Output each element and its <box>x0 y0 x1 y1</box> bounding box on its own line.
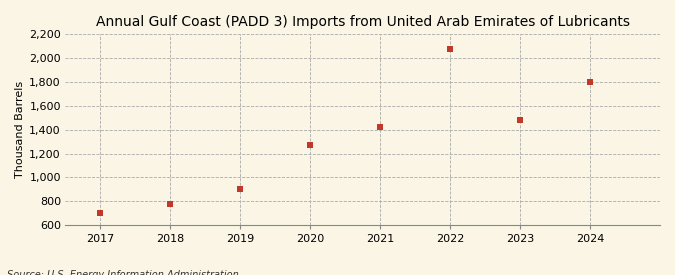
Point <box>165 202 176 206</box>
Point <box>304 143 315 147</box>
Point <box>585 80 595 84</box>
Y-axis label: Thousand Barrels: Thousand Barrels <box>15 81 25 178</box>
Point <box>445 46 456 51</box>
Point <box>375 125 385 130</box>
Point <box>514 118 525 122</box>
Point <box>235 187 246 192</box>
Title: Annual Gulf Coast (PADD 3) Imports from United Arab Emirates of Lubricants: Annual Gulf Coast (PADD 3) Imports from … <box>96 15 630 29</box>
Text: Source: U.S. Energy Information Administration: Source: U.S. Energy Information Administ… <box>7 271 238 275</box>
Point <box>95 211 105 215</box>
